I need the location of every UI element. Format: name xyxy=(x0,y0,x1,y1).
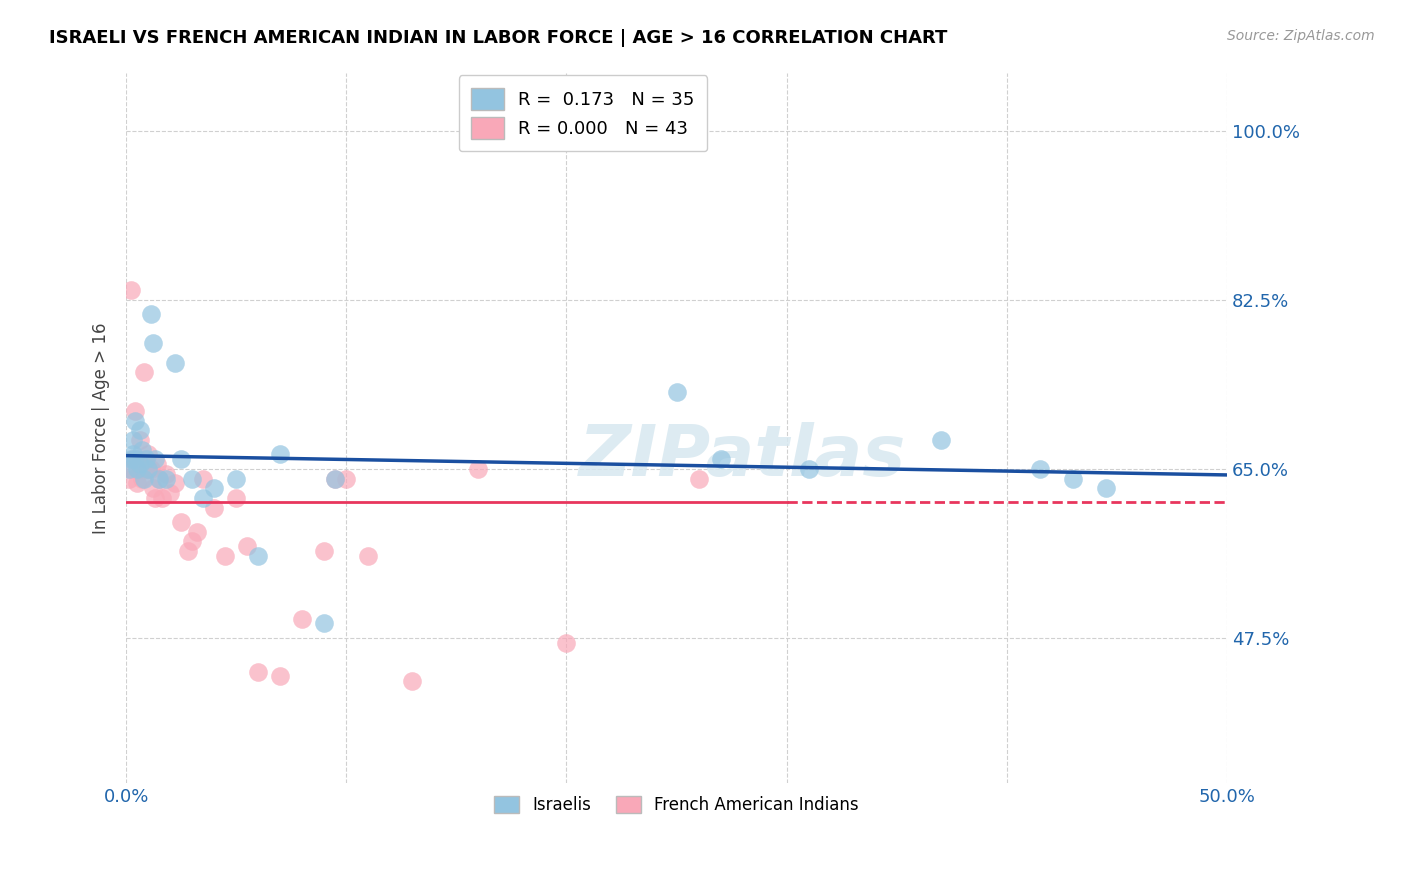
Point xyxy=(291,611,314,625)
Point xyxy=(357,549,380,563)
Point xyxy=(269,447,291,461)
Point xyxy=(136,447,159,461)
Legend: Israelis, French American Indians: Israelis, French American Indians xyxy=(488,789,866,821)
Point xyxy=(1094,481,1116,495)
Point xyxy=(122,452,145,467)
Point xyxy=(136,462,159,476)
Point xyxy=(120,452,142,467)
Point xyxy=(170,515,193,529)
Point xyxy=(135,462,157,476)
Point xyxy=(122,433,145,447)
Point xyxy=(132,365,155,379)
Point xyxy=(225,471,247,485)
Point xyxy=(159,486,181,500)
Point xyxy=(401,674,423,689)
Point xyxy=(247,549,270,563)
Point xyxy=(117,462,139,476)
Point xyxy=(139,307,162,321)
Point xyxy=(124,452,146,467)
Point xyxy=(150,491,173,505)
Point xyxy=(163,476,186,491)
Text: ZIPatlas: ZIPatlas xyxy=(579,422,907,491)
Point xyxy=(709,452,731,467)
Point xyxy=(127,476,149,491)
Point xyxy=(269,669,291,683)
Point xyxy=(555,636,578,650)
Point xyxy=(143,491,166,505)
Point xyxy=(155,471,177,485)
Point xyxy=(193,491,215,505)
Point xyxy=(120,283,142,297)
Point xyxy=(202,500,225,515)
Point xyxy=(142,336,165,351)
Text: Source: ZipAtlas.com: Source: ZipAtlas.com xyxy=(1227,29,1375,44)
Point xyxy=(202,481,225,495)
Point xyxy=(325,471,347,485)
Point xyxy=(127,452,149,467)
Point xyxy=(186,524,208,539)
Point xyxy=(467,462,489,476)
Point xyxy=(225,491,247,505)
Point xyxy=(325,471,347,485)
Point xyxy=(236,539,259,553)
Point xyxy=(131,442,153,457)
Point xyxy=(146,457,169,471)
Point xyxy=(148,471,170,485)
Point xyxy=(170,452,193,467)
Point xyxy=(120,462,142,476)
Point xyxy=(247,665,270,679)
Point xyxy=(128,423,150,437)
Point xyxy=(314,544,336,558)
Point xyxy=(143,452,166,467)
Point xyxy=(117,471,139,485)
Point xyxy=(163,356,186,370)
Point xyxy=(148,471,170,485)
Point xyxy=(132,471,155,485)
Point xyxy=(124,404,146,418)
Point xyxy=(665,384,688,399)
Point xyxy=(181,471,204,485)
Point xyxy=(335,471,357,485)
Point xyxy=(127,462,149,476)
Point xyxy=(128,457,150,471)
Point xyxy=(214,549,236,563)
Point xyxy=(314,616,336,631)
Point xyxy=(136,462,159,476)
Point xyxy=(122,447,145,461)
Text: ISRAELI VS FRENCH AMERICAN INDIAN IN LABOR FORCE | AGE > 16 CORRELATION CHART: ISRAELI VS FRENCH AMERICAN INDIAN IN LAB… xyxy=(49,29,948,47)
Point xyxy=(155,467,177,481)
Point xyxy=(1028,462,1050,476)
Point xyxy=(139,462,162,476)
Point xyxy=(131,471,153,485)
Point xyxy=(142,481,165,495)
Point xyxy=(128,462,150,476)
Point xyxy=(1062,471,1084,485)
Point xyxy=(929,433,952,447)
Point xyxy=(193,471,215,485)
Point xyxy=(135,452,157,467)
Y-axis label: In Labor Force | Age > 16: In Labor Force | Age > 16 xyxy=(93,322,110,533)
Point xyxy=(128,433,150,447)
Point xyxy=(688,471,710,485)
Point xyxy=(124,414,146,428)
Point xyxy=(797,462,820,476)
Point xyxy=(181,534,204,549)
Point xyxy=(177,544,200,558)
